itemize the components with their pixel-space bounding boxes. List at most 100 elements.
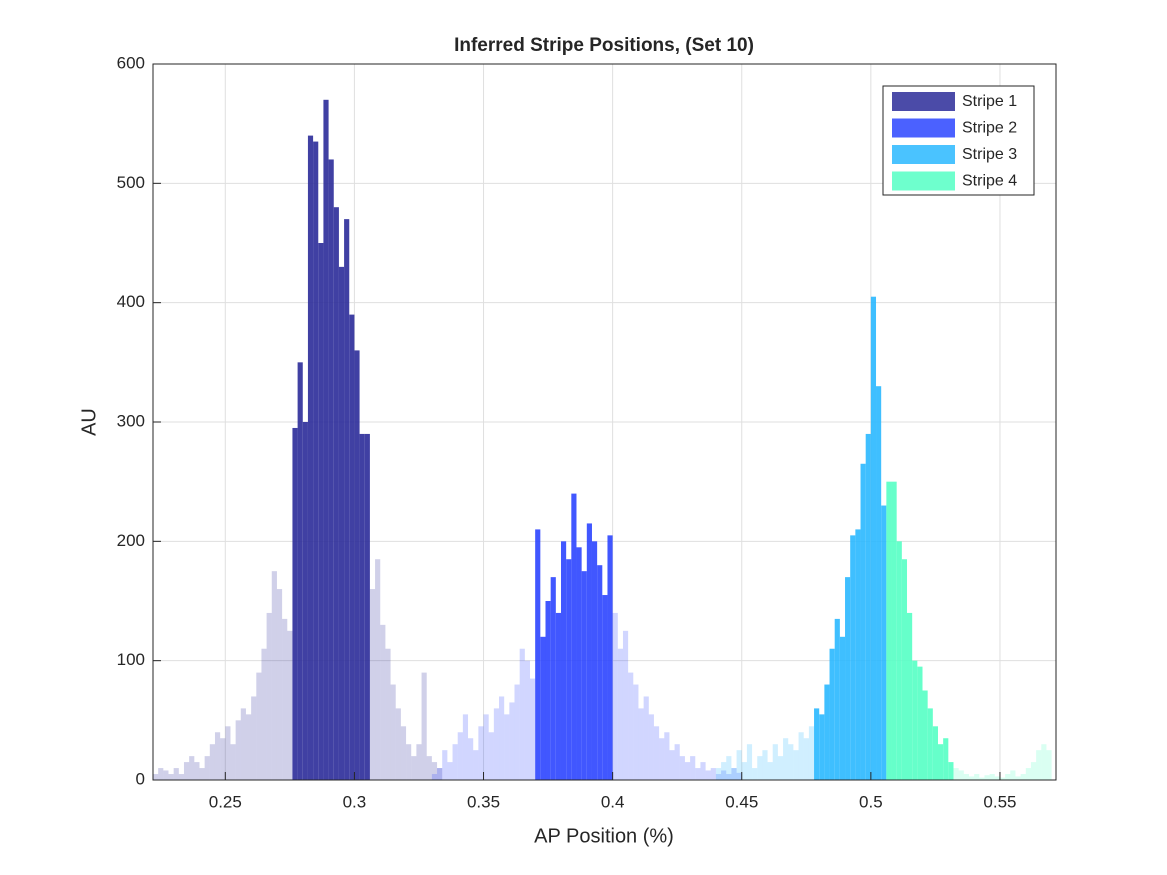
legend-label: Stripe 4: [962, 173, 1017, 190]
histogram-bar: [421, 672, 427, 780]
histogram-bar: [710, 768, 716, 780]
x-axis-label: AP Position (%): [534, 825, 674, 847]
histogram-bar: [622, 630, 629, 780]
histogram-bar: [576, 547, 582, 780]
histogram-bar: [772, 744, 778, 780]
histogram-bar: [483, 714, 489, 780]
histogram-bar: [901, 559, 908, 780]
histogram-bar: [204, 756, 210, 780]
y-tick-label: 200: [117, 531, 145, 550]
x-tick-label: 0.25: [209, 792, 242, 811]
histogram-bar: [839, 636, 846, 780]
histogram-bar: [721, 770, 727, 780]
y-tick-label: 0: [136, 769, 145, 788]
histogram-bar: [715, 768, 722, 780]
histogram-bar: [602, 595, 608, 780]
histogram-bar: [628, 672, 634, 780]
histogram-bar: [530, 678, 536, 780]
histogram-bar: [276, 589, 283, 780]
histogram-bar: [163, 770, 169, 780]
histogram-bar: [1025, 768, 1031, 780]
histogram-bar: [168, 774, 174, 780]
histogram-bar: [302, 422, 308, 780]
y-tick-label: 400: [117, 292, 145, 311]
histogram-bar: [865, 433, 871, 780]
histogram-bar: [354, 350, 360, 780]
histogram-bar: [256, 672, 262, 780]
histogram-bar: [499, 696, 505, 780]
histogram-bar: [617, 648, 623, 780]
histogram-bar: [979, 777, 985, 780]
histogram-bar: [390, 684, 396, 780]
histogram-bar: [493, 708, 500, 780]
histogram-bar: [793, 750, 799, 780]
histogram-bar: [695, 768, 701, 780]
histogram-bar: [349, 314, 355, 780]
histogram-bar: [845, 577, 851, 780]
histogram-bar: [669, 750, 675, 780]
histogram-bar: [777, 756, 784, 780]
x-tick-label: 0.3: [343, 792, 367, 811]
histogram-bar: [292, 427, 298, 780]
histogram-bar: [158, 768, 164, 780]
histogram-bar: [891, 481, 897, 780]
histogram-bar: [690, 756, 696, 780]
histogram-bar: [560, 541, 567, 780]
histogram-bar: [679, 756, 685, 780]
histogram-bar: [369, 589, 376, 780]
histogram-bar: [597, 565, 603, 780]
histogram-bar: [633, 684, 639, 780]
histogram-bar: [400, 726, 407, 780]
histogram-bar: [726, 756, 732, 780]
histogram-bar: [566, 559, 572, 780]
histogram-bar: [287, 630, 293, 780]
histogram-bar: [870, 296, 877, 780]
histogram-bar: [509, 702, 515, 780]
histogram-bar: [1046, 750, 1052, 780]
histogram-bar: [1041, 744, 1047, 780]
histogram-bar: [757, 756, 763, 780]
histogram-bar: [519, 648, 525, 780]
histogram-bar: [648, 714, 654, 780]
histogram-bar: [457, 732, 463, 780]
histogram-bar: [473, 750, 479, 780]
histogram-bar: [814, 708, 820, 780]
histogram-bar: [447, 762, 453, 780]
legend-swatch: [892, 118, 955, 138]
histogram-bar: [994, 776, 1000, 780]
x-tick-label: 0.5: [859, 792, 883, 811]
histogram-bar: [803, 738, 809, 780]
legend-swatch: [892, 92, 955, 111]
histogram-bar: [406, 744, 412, 780]
histogram-bar: [504, 714, 510, 780]
histogram-bar: [917, 666, 923, 780]
histogram-bar: [271, 571, 277, 780]
y-axis-label: AU: [78, 408, 100, 436]
histogram-bar: [535, 529, 541, 780]
histogram-bar: [251, 696, 257, 780]
histogram-bar: [189, 756, 195, 780]
histogram-bar: [313, 141, 319, 781]
histogram-bar: [922, 690, 928, 780]
histogram-bar: [359, 433, 365, 780]
histogram-bar: [323, 99, 329, 781]
histogram-bar: [855, 529, 861, 780]
histogram-bar: [437, 768, 443, 780]
histogram-bar: [752, 768, 758, 780]
histogram-bar: [607, 535, 613, 780]
histogram-bar: [442, 750, 448, 780]
histogram-bar: [297, 362, 303, 780]
histogram-bar: [736, 772, 742, 780]
histogram-bar: [999, 777, 1006, 780]
histogram-bar: [984, 775, 990, 780]
histogram-bar: [571, 493, 577, 780]
histogram-bar: [1036, 750, 1042, 780]
histogram-bar: [741, 762, 747, 780]
histogram-bar: [344, 219, 350, 781]
histogram-bar: [416, 744, 422, 780]
x-tick-label: 0.45: [725, 792, 758, 811]
histogram-bar: [715, 774, 722, 780]
y-tick-label: 300: [117, 411, 145, 430]
histogram-bar: [307, 135, 314, 781]
histogram-bar: [488, 732, 494, 780]
